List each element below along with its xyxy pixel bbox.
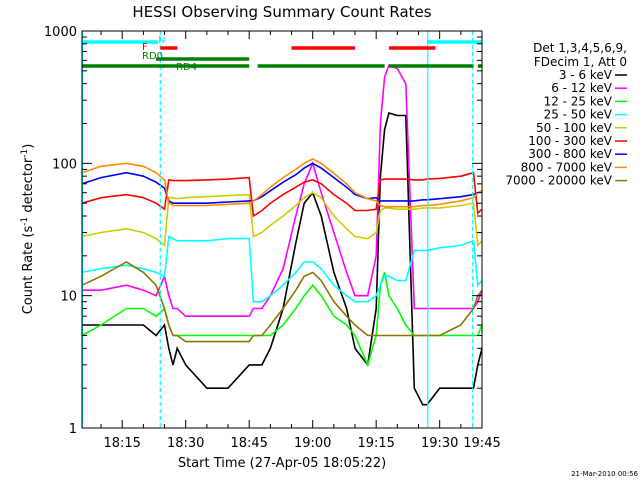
x-tick-label: 18:45 (230, 436, 267, 451)
y-axis-label-mid: detector (21, 157, 36, 217)
legend-header-2: FDecim 1, Att 0 (534, 55, 627, 69)
x-tick-label: 19:30 (421, 436, 458, 451)
timestamp: 21-Mar-2010 00:56 (571, 470, 638, 478)
x-axis-ticks: 18:15 18:30 18:45 19:00 19:15 19:30 19:45 (100, 31, 501, 451)
series-line-9 (81, 260, 483, 343)
series-line-4 (81, 235, 483, 303)
series-line-8 (81, 157, 483, 208)
plot-frame (81, 30, 483, 429)
y-tick-label: 1000 (44, 25, 77, 40)
y-axis-label-sup2: -1 (20, 149, 30, 158)
legend-label-6: 100 - 300 keV (528, 134, 612, 148)
x-tick-label: 19:45 (463, 436, 500, 451)
x-tick-label: 18:30 (167, 436, 204, 451)
legend: Det 1,3,4,5,6,9, FDecim 1, Att 0 3 - 6 k… (505, 41, 627, 188)
flag-f-label: F (142, 42, 148, 53)
x-axis-label: Start Time (27-Apr-05 18:05:22) (178, 456, 386, 471)
legend-label-3: 12 - 25 keV (544, 94, 613, 108)
series-line-6 (81, 171, 483, 218)
y-axis-label-sup1: -1 (20, 217, 30, 226)
legend-label-1: 3 - 6 keV (559, 68, 613, 82)
y-tick-label: 100 (52, 157, 77, 172)
y-tick-label: 1 (69, 422, 77, 437)
y-tick-label: 10 (60, 290, 77, 305)
y-axis-label-text: Count Rate (s (21, 226, 36, 315)
legend-label-5: 50 - 100 keV (536, 121, 613, 135)
x-tick-label: 18:15 (103, 436, 140, 451)
flag-rd0-label: RD0 (142, 51, 163, 62)
series-layer (81, 64, 483, 406)
legend-label-4: 25 - 50 keV (544, 108, 613, 122)
legend-label-9: 7000 - 20000 keV (505, 174, 612, 188)
legend-label-2: 6 - 12 keV (551, 81, 613, 95)
flag-rd4-label: RD4 (176, 62, 197, 73)
y-axis-label: Count Rate (s-1 detector-1) (20, 144, 36, 315)
chart-title: HESSI Observing Summary Count Rates (132, 3, 431, 21)
legend-header-1: Det 1,3,4,5,6,9, (533, 41, 627, 55)
legend-label-7: 300 - 800 keV (528, 147, 612, 161)
y-axis-label-end: ) (21, 144, 36, 149)
x-tick-label: 19:15 (357, 436, 394, 451)
series-line-5 (81, 191, 483, 248)
legend-label-8: 800 - 7000 keV (521, 160, 613, 174)
y-axis-ticks: 1 10 100 1000 (44, 25, 482, 437)
x-tick-label: 19:00 (294, 436, 331, 451)
series-line-7 (81, 162, 483, 204)
flag-n-label: N (158, 35, 165, 46)
